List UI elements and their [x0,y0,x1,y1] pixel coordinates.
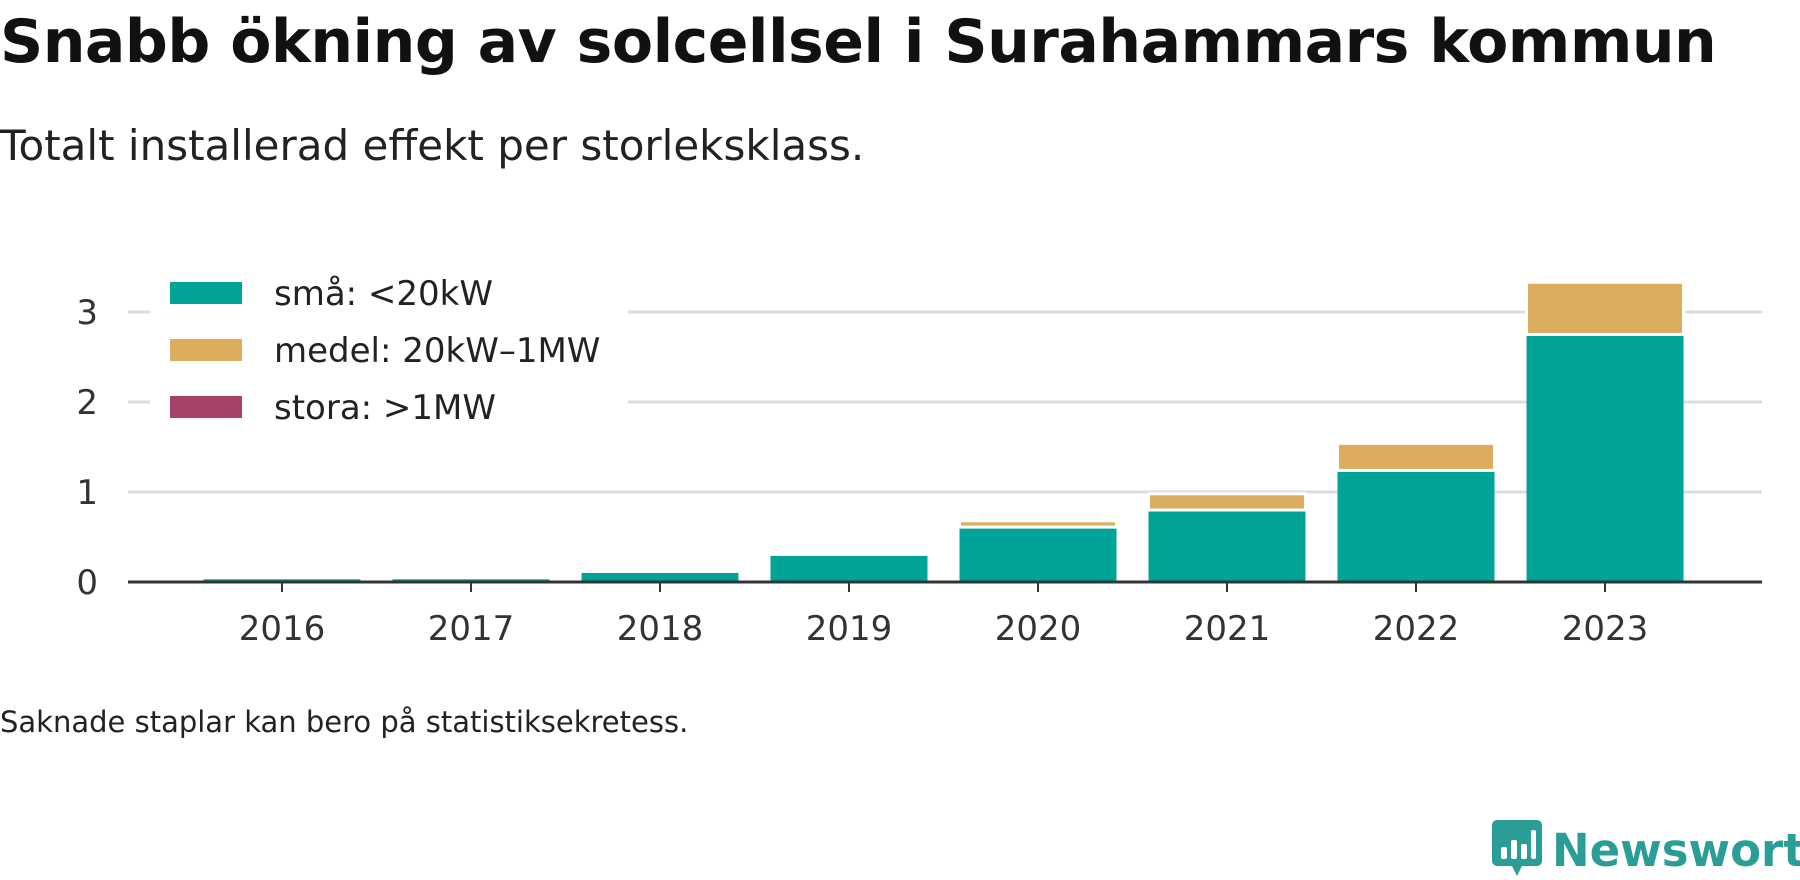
legend-swatch [170,396,242,418]
bar-2020-series-0 [959,527,1117,582]
newsworthy-logo: Newsworthy [1492,820,1800,880]
x-tick-label: 2018 [617,609,704,649]
y-tick-label: 1 [76,473,98,513]
x-tick-label: 2016 [239,609,326,649]
bars [203,280,1685,582]
legend-label: små: <20kW [274,274,493,314]
x-tick-label: 2020 [995,609,1082,649]
newsworthy-chart-bubble-icon [1492,820,1542,876]
bar-2018-series-0 [581,573,739,582]
legend-swatch [170,282,242,304]
bar-2021-series-0 [1148,510,1306,582]
x-tick-label: 2021 [1184,609,1271,649]
chart-title: Snabb ökning av solcellsel i Surahammars… [0,7,1717,77]
y-tick-label: 2 [76,383,98,423]
legend-label: stora: >1MW [274,388,496,428]
stacked-bar-chart: 0 1 2 3 2016 2017 2018 2019 2020 2021 2022 2023 små… [76,264,1762,649]
legend-swatch [170,339,242,361]
bar-2023-series-0 [1526,334,1684,582]
x-tick-label: 2022 [1373,609,1460,649]
logo-text: Newsworthy [1552,823,1800,877]
bar-2021-series-1 [1147,492,1307,512]
x-tick-label: 2017 [428,609,515,649]
x-tick-label: 2023 [1562,609,1649,649]
y-tick-label: 0 [76,563,98,603]
legend: små: <20kW medel: 20kW–1MW stora: >1MW [150,264,628,434]
bar-2023-series-1 [1525,280,1685,336]
bar-2022-series-0 [1337,470,1495,582]
legend-label: medel: 20kW–1MW [274,331,600,371]
chart-subtitle: Totalt installerad effekt per storlekskl… [0,121,865,170]
bar-2020-series-1 [958,519,1118,529]
x-tick-label: 2019 [806,609,893,649]
footnote: Saknade staplar kan bero på statistiksek… [0,705,689,739]
y-tick-label: 3 [76,293,98,333]
bar-2019-series-0 [770,555,928,582]
axes: 0 1 2 3 2016 2017 2018 2019 2020 2021 2022 2023 [76,293,1762,649]
bar-2022-series-1 [1336,441,1496,472]
